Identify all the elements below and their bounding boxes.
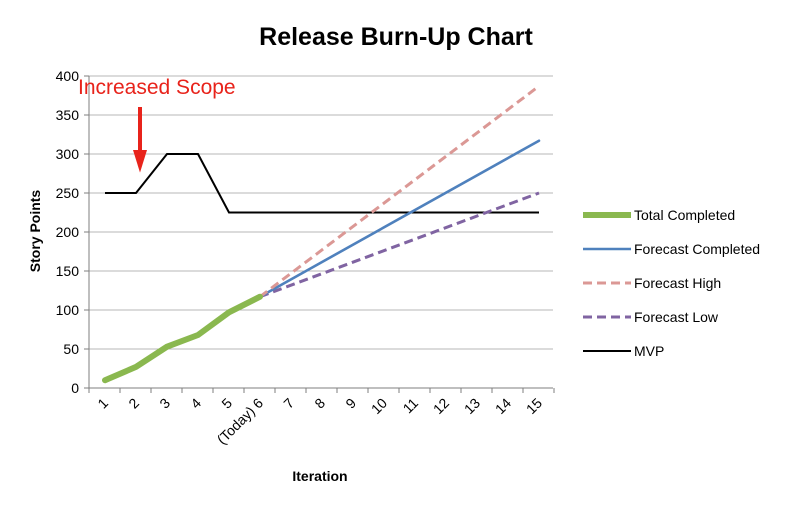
series-line-forecast-completed: [258, 139, 541, 299]
x-tick-label: 13: [461, 395, 483, 417]
legend-label-forecast-low: Forecast Low: [634, 309, 719, 325]
x-tick-label: 3: [156, 395, 173, 412]
y-axis-label: Story Points: [27, 190, 43, 273]
series-line-mvp: [105, 153, 539, 214]
legend-label-total-completed: Total Completed: [634, 207, 735, 223]
series-lines: [102, 84, 541, 384]
y-tick-label: 100: [56, 302, 80, 318]
x-tick-label: 4: [187, 395, 204, 412]
annotation-label: Increased Scope: [78, 76, 236, 99]
series-line-forecast-high: [259, 84, 540, 298]
axes: [84, 75, 555, 393]
legend-label-forecast-completed: Forecast Completed: [634, 241, 760, 257]
x-tick-label: 1: [94, 395, 111, 412]
x-tick-label: 8: [311, 395, 328, 412]
x-tick-label: 12: [430, 395, 452, 417]
y-tick-label: 300: [56, 146, 80, 162]
y-tick-label: 0: [71, 380, 79, 396]
chart-title: Release Burn-Up Chart: [259, 23, 533, 51]
x-axis-ticks: 1 2 3 4 5(Today) 6 7 8 9 10 11 12 13 14 15: [94, 395, 545, 448]
legend-label-forecast-high: Forecast High: [634, 275, 721, 291]
annotations: Increased Scope: [78, 76, 236, 173]
series-line-total-completed: [102, 293, 263, 384]
legend-label-mvp: MVP: [634, 343, 664, 359]
y-tick-label: 250: [56, 185, 80, 201]
x-tick-label: 15: [523, 395, 545, 417]
x-tick-label: 14: [492, 395, 514, 417]
y-tick-label: 150: [56, 263, 80, 279]
annotation-arrow-shaft: [138, 107, 142, 152]
x-tick-label: 2: [125, 395, 142, 412]
x-tick-label: 5: [218, 395, 235, 412]
y-tick-label: 50: [63, 341, 79, 357]
y-tick-label: 200: [56, 224, 80, 240]
series-line-forecast-low: [259, 191, 540, 299]
legend: Total Completed Forecast Completed Forecas…: [583, 207, 760, 359]
x-tick-label: 11: [400, 395, 422, 417]
x-tick-label: 10: [368, 395, 390, 417]
x-axis-label: Iteration: [292, 468, 347, 484]
x-tick-label: 9: [342, 395, 359, 412]
y-axis-ticks: 0 50 100 150 200 250 300 350 400: [56, 68, 80, 396]
y-tick-label: 350: [56, 107, 80, 123]
y-tick-label: 400: [56, 68, 80, 84]
x-tick-label: 7: [280, 395, 297, 412]
annotation-arrow-head: [133, 150, 147, 173]
